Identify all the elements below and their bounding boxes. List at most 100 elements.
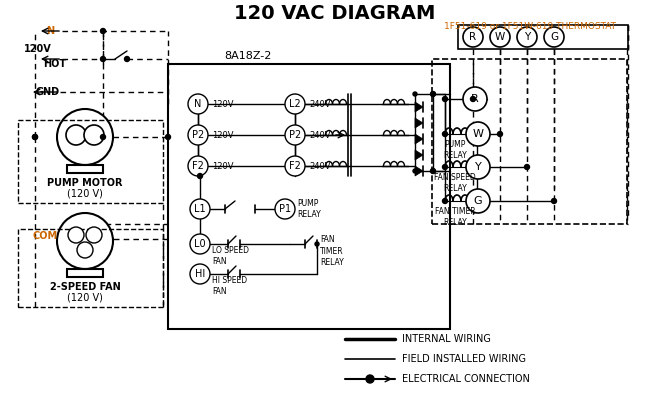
Text: FIELD INSTALLED WIRING: FIELD INSTALLED WIRING: [402, 354, 526, 364]
Text: 240V: 240V: [309, 130, 330, 140]
Text: N: N: [194, 99, 202, 109]
Text: P1: P1: [279, 204, 291, 214]
Text: PUMP
RELAY: PUMP RELAY: [297, 199, 321, 219]
Circle shape: [431, 91, 436, 96]
Text: LO: LO: [71, 232, 81, 238]
Circle shape: [442, 132, 448, 137]
Circle shape: [190, 234, 210, 254]
Circle shape: [431, 169, 435, 173]
Circle shape: [442, 165, 448, 170]
Text: W: W: [472, 129, 484, 139]
Circle shape: [188, 125, 208, 145]
Circle shape: [463, 87, 487, 111]
Text: 120V: 120V: [212, 161, 234, 171]
Circle shape: [517, 27, 537, 47]
Polygon shape: [415, 118, 423, 128]
Circle shape: [66, 125, 86, 145]
Text: (120 V): (120 V): [67, 292, 103, 302]
Bar: [18, 229, 163, 307]
Text: PUMP MOTOR: PUMP MOTOR: [48, 178, 123, 188]
Bar: [67, 165, 103, 173]
Circle shape: [188, 94, 208, 114]
Circle shape: [84, 125, 104, 145]
Polygon shape: [415, 166, 423, 176]
Text: 240V: 240V: [309, 99, 330, 109]
Text: FAN SPEED
RELAY: FAN SPEED RELAY: [434, 173, 476, 193]
Circle shape: [431, 92, 435, 96]
Circle shape: [490, 27, 510, 47]
Circle shape: [431, 168, 436, 173]
Circle shape: [285, 156, 305, 176]
Circle shape: [413, 92, 417, 96]
Circle shape: [442, 96, 448, 101]
Circle shape: [285, 125, 305, 145]
Text: (120 V): (120 V): [67, 188, 103, 198]
Text: LO SPEED
FAN: LO SPEED FAN: [212, 246, 249, 266]
Text: L1: L1: [194, 204, 206, 214]
Text: F2: F2: [192, 161, 204, 171]
Text: FAN TIMER
RELAY: FAN TIMER RELAY: [435, 207, 475, 227]
Text: R: R: [470, 32, 476, 42]
Text: L0: L0: [194, 239, 206, 249]
Text: PUMP
RELAY: PUMP RELAY: [443, 140, 467, 160]
Circle shape: [285, 94, 305, 114]
Circle shape: [190, 264, 210, 284]
Circle shape: [551, 199, 557, 204]
Text: 120V: 120V: [212, 99, 234, 109]
Circle shape: [466, 155, 490, 179]
Text: 8A18Z-2: 8A18Z-2: [224, 51, 272, 61]
Circle shape: [198, 173, 202, 178]
Circle shape: [442, 199, 448, 204]
Circle shape: [413, 169, 417, 173]
Bar: [18, 120, 163, 203]
Circle shape: [100, 57, 105, 62]
Circle shape: [466, 189, 490, 213]
Circle shape: [188, 156, 208, 176]
Polygon shape: [415, 150, 423, 160]
Circle shape: [190, 199, 210, 219]
Circle shape: [466, 122, 490, 146]
Circle shape: [77, 242, 93, 258]
Text: HOT: HOT: [44, 59, 66, 69]
Text: 120V: 120V: [212, 130, 234, 140]
Text: 1F51-619 or 1F51W-619 THERMOSTAT: 1F51-619 or 1F51W-619 THERMOSTAT: [444, 21, 616, 31]
Circle shape: [100, 28, 105, 34]
Text: G: G: [550, 32, 558, 42]
Text: HI SPEED
FAN: HI SPEED FAN: [212, 276, 247, 296]
Text: FAN
TIMER
RELAY: FAN TIMER RELAY: [320, 235, 344, 266]
Bar: [458, 25, 628, 49]
Text: G: G: [474, 196, 482, 206]
Text: COM: COM: [32, 231, 58, 241]
Circle shape: [33, 134, 38, 140]
Circle shape: [57, 213, 113, 269]
Circle shape: [33, 134, 38, 140]
Text: Y: Y: [474, 162, 481, 172]
Circle shape: [470, 96, 476, 101]
Circle shape: [165, 134, 170, 140]
Circle shape: [86, 227, 102, 243]
Text: INTERNAL WIRING: INTERNAL WIRING: [402, 334, 491, 344]
Polygon shape: [415, 134, 423, 144]
Circle shape: [544, 27, 564, 47]
Text: 240V: 240V: [309, 161, 330, 171]
Text: R: R: [471, 94, 479, 104]
Circle shape: [525, 165, 529, 170]
Circle shape: [100, 134, 105, 140]
Text: HI: HI: [195, 269, 205, 279]
Text: P2: P2: [289, 130, 301, 140]
Circle shape: [498, 132, 502, 137]
Circle shape: [68, 227, 84, 243]
Text: L2: L2: [289, 99, 301, 109]
Polygon shape: [415, 102, 423, 112]
Text: 120V: 120V: [24, 44, 52, 54]
Circle shape: [315, 242, 319, 246]
Text: F2: F2: [289, 161, 301, 171]
Bar: [432, 59, 627, 224]
Bar: [67, 269, 103, 277]
Text: 120 VAC DIAGRAM: 120 VAC DIAGRAM: [234, 3, 436, 23]
Bar: [168, 64, 450, 329]
Circle shape: [125, 57, 129, 62]
Text: W: W: [495, 32, 505, 42]
Text: HI: HI: [90, 232, 98, 238]
Text: Y: Y: [524, 32, 530, 42]
